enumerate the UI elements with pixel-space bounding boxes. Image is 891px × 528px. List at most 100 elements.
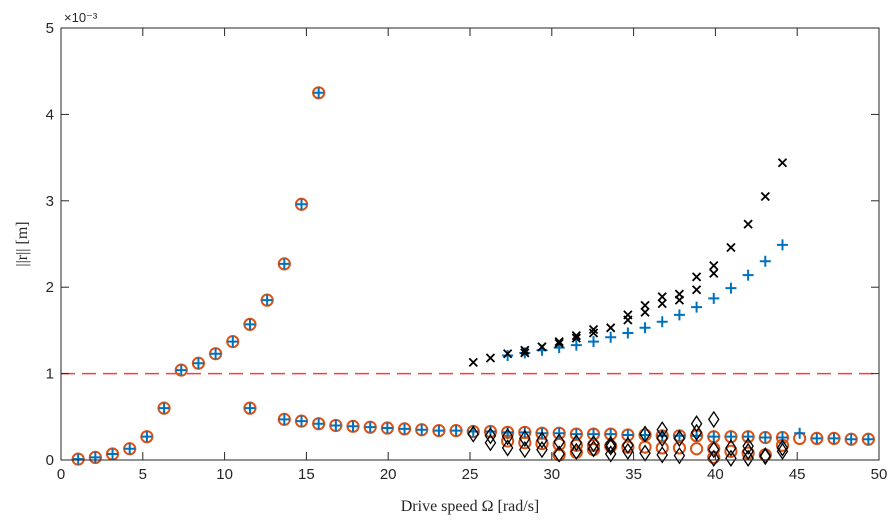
data-point-cross <box>674 295 685 305</box>
data-point-circle <box>157 401 171 415</box>
data-point-diamond <box>553 433 565 451</box>
data-point-circle <box>140 430 154 444</box>
data-point-plus <box>828 432 840 444</box>
data-point-plus <box>313 87 325 99</box>
data-point-circle <box>209 347 223 361</box>
data-point-plus <box>691 301 703 313</box>
x-tick-label: 35 <box>625 466 642 483</box>
data-point-diamond <box>656 446 669 464</box>
data-point-diamond <box>622 436 634 454</box>
data-point-plus <box>502 349 514 361</box>
data-point-diamond <box>673 429 686 448</box>
y-tick-label: 2 <box>46 279 54 296</box>
data-point-plus <box>845 433 857 445</box>
data-point-diamond <box>570 442 583 461</box>
x-tick-label: 20 <box>380 466 397 483</box>
x-tick-label: 40 <box>707 466 724 483</box>
data-point-plus <box>227 336 239 348</box>
data-point-plus <box>450 425 462 437</box>
data-point-diamond <box>742 449 754 467</box>
data-point-plus <box>519 426 531 438</box>
y-axis-label: ||r|| [m] <box>14 221 31 266</box>
data-point-plus <box>639 322 651 334</box>
data-point-cross <box>691 285 702 295</box>
data-point-circle <box>123 442 137 456</box>
data-point-circle <box>71 452 85 466</box>
data-point-diamond <box>725 439 737 457</box>
data-point-circle <box>415 423 429 437</box>
data-point-cross <box>588 324 599 335</box>
data-point-diamond <box>742 437 754 455</box>
data-point-plus <box>605 331 617 343</box>
data-point-diamond <box>639 444 651 462</box>
data-point-circle <box>724 444 738 458</box>
data-point-cross <box>554 336 564 347</box>
data-point-cross <box>743 219 753 229</box>
x-tick-label: 15 <box>298 466 315 483</box>
data-point-circle <box>724 430 738 444</box>
data-point-cross <box>588 328 599 338</box>
data-point-plus <box>107 448 119 460</box>
data-point-diamond <box>690 415 703 433</box>
data-point-cross <box>709 260 719 271</box>
data-point-plus <box>278 258 290 270</box>
data-point-cross <box>657 292 667 302</box>
y-tick-label: 1 <box>46 366 54 383</box>
x-tick-label: 0 <box>57 466 65 483</box>
data-point-diamond <box>570 434 583 452</box>
data-marks <box>71 86 875 467</box>
data-point-diamond <box>639 425 651 443</box>
data-point-cross <box>520 345 530 355</box>
data-point-circle <box>294 414 309 428</box>
y-tick-label: 4 <box>46 106 54 123</box>
data-point-plus <box>124 443 136 455</box>
data-point-plus <box>364 421 376 433</box>
data-point-diamond <box>725 449 737 467</box>
data-point-cross <box>606 323 616 333</box>
data-point-cross <box>468 357 478 368</box>
data-point-diamond <box>587 434 600 453</box>
data-point-cross <box>485 353 496 363</box>
data-point-plus <box>89 451 101 463</box>
plot-area <box>61 28 879 460</box>
data-point-cross <box>640 300 650 310</box>
data-point-circle <box>380 421 394 435</box>
data-point-diamond <box>536 440 548 459</box>
data-point-plus <box>725 282 737 294</box>
data-point-plus <box>588 336 600 348</box>
data-point-plus <box>295 198 307 210</box>
data-point-plus <box>416 424 428 436</box>
data-point-diamond <box>622 442 634 461</box>
data-point-circle <box>501 425 515 439</box>
data-point-circle <box>844 432 858 446</box>
data-point-circle <box>88 450 102 465</box>
data-point-diamond <box>501 439 514 457</box>
data-point-plus <box>794 427 806 439</box>
data-point-diamond <box>776 439 789 457</box>
data-point-circle <box>449 424 463 438</box>
y-axis: 0 1 2 3 4 5 <box>46 20 879 469</box>
data-point-cross <box>502 349 513 359</box>
data-point-plus <box>330 419 342 431</box>
data-point-diamond <box>759 447 772 466</box>
data-point-plus <box>210 348 222 360</box>
data-point-cross <box>726 242 736 253</box>
data-point-plus <box>588 428 600 440</box>
data-point-circle <box>243 317 257 331</box>
data-point-plus <box>673 309 685 321</box>
data-point-diamond <box>690 423 703 442</box>
data-point-circle <box>294 197 309 211</box>
data-point-circle <box>191 356 206 370</box>
data-point-plus <box>347 420 359 432</box>
data-point-plus <box>192 357 204 369</box>
data-point-diamond <box>707 449 720 467</box>
x-axis-label: Drive speed Ω [rad/s] <box>401 498 540 515</box>
data-point-cross <box>537 342 547 352</box>
data-point-cross <box>709 268 719 279</box>
data-point-diamond <box>673 447 686 465</box>
data-point-diamond <box>707 410 720 429</box>
data-point-cross <box>520 348 530 358</box>
data-point-plus <box>295 415 307 427</box>
data-point-plus <box>759 432 771 444</box>
